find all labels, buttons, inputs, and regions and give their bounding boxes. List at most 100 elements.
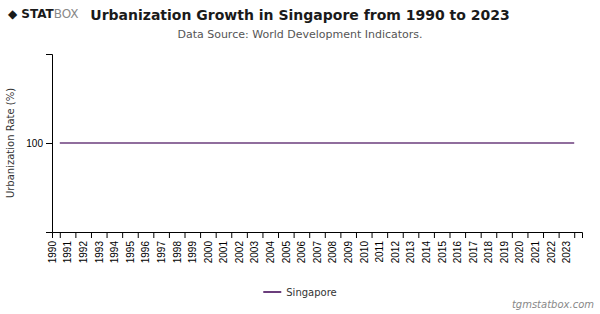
x-tick-mark <box>185 232 186 238</box>
x-tick: 2015 <box>437 232 451 263</box>
x-tick-label: 2005 <box>281 241 292 264</box>
x-tick-mark <box>574 232 575 238</box>
x-tick: 2000 <box>203 232 217 263</box>
x-tick-label: 1998 <box>172 241 183 264</box>
x-tick-label: 2016 <box>452 241 463 264</box>
x-tick-mark <box>512 232 513 238</box>
x-tick-mark <box>91 232 92 238</box>
y-axis-title: Urbanization Rate (%) <box>5 88 16 198</box>
x-tick: 1990 <box>47 232 61 263</box>
x-tick-mark <box>543 232 544 238</box>
x-tick-mark <box>559 232 560 238</box>
x-tick: 2001 <box>218 232 232 263</box>
x-tick-mark <box>294 232 295 238</box>
x-tick-label: 2001 <box>218 241 229 264</box>
x-tick: 1999 <box>187 232 201 263</box>
x-tick-mark <box>231 232 232 238</box>
x-tick: 2002 <box>234 232 248 263</box>
x-tick-label: 2002 <box>234 241 245 264</box>
x-tick: 1995 <box>125 232 139 263</box>
x-tick-mark <box>465 232 466 238</box>
x-tick-label: 2014 <box>421 241 432 264</box>
x-tick-label: 2012 <box>390 241 401 264</box>
x-tick-label: 2004 <box>265 241 276 264</box>
x-tick-label: 1999 <box>187 241 198 264</box>
x-tick-mark <box>481 232 482 238</box>
x-tick-mark <box>387 232 388 238</box>
x-tick: 2019 <box>499 232 512 263</box>
x-tick-label: 2011 <box>374 241 385 263</box>
logo-part: ◆ <box>8 7 18 21</box>
x-tick-label: 2008 <box>327 241 338 264</box>
x-tick-label: 2003 <box>249 241 260 264</box>
x-tick: 2004 <box>265 232 279 263</box>
x-tick-mark <box>247 232 248 238</box>
watermark: tgmstatbox.com <box>512 299 594 310</box>
x-tick: 2023 <box>561 232 575 263</box>
logo-part: STAT <box>21 7 54 21</box>
y-axis-line <box>46 55 53 233</box>
x-tick-mark <box>309 232 310 238</box>
y-tick: 100 <box>26 138 52 149</box>
x-tick-mark <box>138 232 139 238</box>
x-tick-mark <box>496 232 497 238</box>
x-tick-mark <box>434 232 435 238</box>
x-tick-mark <box>527 232 528 238</box>
x-tick-label: 1990 <box>47 241 58 264</box>
y-tick-label: 100 <box>26 138 43 149</box>
x-tick-label: 2021 <box>530 241 541 264</box>
y-axis: 100 <box>26 55 52 233</box>
x-tick-label: 1994 <box>109 241 120 264</box>
logo-part: BOX <box>54 7 79 21</box>
x-tick-label: 2010 <box>359 241 370 264</box>
x-tick-label: 2023 <box>561 241 572 264</box>
x-tick: 2003 <box>249 232 262 263</box>
x-tick: 2013 <box>405 232 419 263</box>
x-tick-label: 2000 <box>203 241 214 264</box>
x-tick-mark <box>75 232 76 238</box>
x-axis-line <box>53 233 583 239</box>
x-tick: 2014 <box>421 232 435 263</box>
x-tick-label: 1992 <box>78 241 89 264</box>
legend-swatch <box>263 291 281 293</box>
legend-label: Singapore <box>286 287 336 298</box>
x-tick: 1991 <box>62 232 76 263</box>
x-tick-label: 2019 <box>499 241 510 264</box>
x-tick: 1998 <box>172 232 186 263</box>
x-tick-mark <box>372 232 373 238</box>
title: Urbanization Growth in Singapore from 19… <box>90 7 509 23</box>
line <box>60 142 574 144</box>
series-group <box>60 143 574 144</box>
x-tick: 2008 <box>327 232 341 263</box>
x-tick-label: 1993 <box>94 241 105 264</box>
x-tick-label: 2022 <box>546 241 557 264</box>
plot: 1990 1991 1992 1993 1994 1995 1996 1997 1998 1999… <box>26 55 582 264</box>
x-tick: 2016 <box>452 232 466 263</box>
x-tick: 2017 <box>468 232 482 263</box>
x-tick: 1994 <box>109 232 123 263</box>
x-tick: 2010 <box>359 232 373 263</box>
x-tick: 2020 <box>514 232 528 263</box>
x-tick-label: 2017 <box>468 241 479 264</box>
x-tick: 1992 <box>78 232 92 263</box>
y-tick-mark <box>46 143 52 144</box>
x-tick-mark <box>278 232 279 238</box>
x-tick: 2021 <box>530 232 544 263</box>
x-tick-label: 2009 <box>343 241 354 264</box>
x-tick: 1993 <box>94 232 108 263</box>
x-tick-mark <box>107 232 108 238</box>
x-tick: 2007 <box>312 232 326 263</box>
x-tick-mark <box>340 232 341 238</box>
x-tick: 2009 <box>343 232 357 263</box>
x-tick-mark <box>356 232 357 238</box>
x-tick-label: 1991 <box>62 241 73 264</box>
x-tick: 2011 <box>374 232 388 263</box>
x-tick-label: 1997 <box>156 241 167 264</box>
x-tick-mark <box>325 232 326 238</box>
x-tick: 2005 <box>281 232 295 263</box>
x-tick: 2022 <box>546 232 560 263</box>
x-tick-label: 1996 <box>140 241 151 264</box>
x-tick-label: 2006 <box>296 241 307 264</box>
x-tick-label: 1995 <box>125 241 136 264</box>
logo: ◆STATBOX <box>8 7 79 21</box>
